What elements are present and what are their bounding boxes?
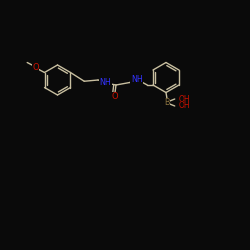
Text: NH: NH	[131, 76, 142, 84]
Text: O: O	[32, 63, 39, 72]
Text: NH: NH	[100, 78, 111, 87]
Text: B: B	[164, 98, 170, 107]
Text: O: O	[112, 92, 118, 101]
Text: OH: OH	[179, 94, 190, 104]
Text: OH: OH	[179, 102, 190, 110]
